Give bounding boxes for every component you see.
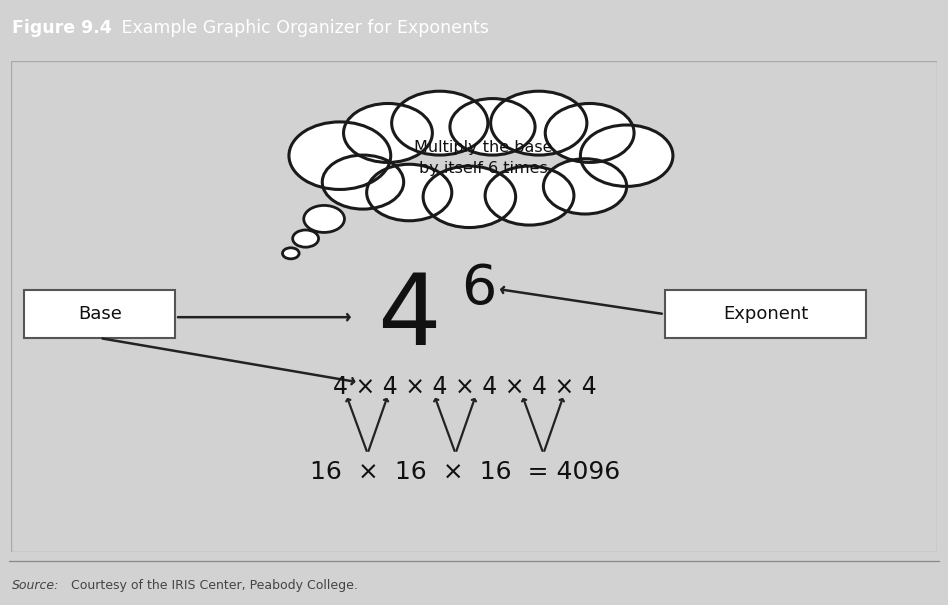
Circle shape <box>289 122 391 189</box>
Text: Source:: Source: <box>12 578 60 592</box>
Circle shape <box>283 248 300 259</box>
FancyBboxPatch shape <box>665 290 866 338</box>
Text: 6: 6 <box>461 262 497 316</box>
Circle shape <box>543 159 627 214</box>
Text: 4 × 4 × 4 × 4 × 4 × 4: 4 × 4 × 4 × 4 × 4 × 4 <box>333 375 596 399</box>
Circle shape <box>303 206 344 232</box>
Text: Figure 9.4: Figure 9.4 <box>12 19 112 37</box>
Text: Example Graphic Organizer for Exponents: Example Graphic Organizer for Exponents <box>105 19 489 37</box>
FancyBboxPatch shape <box>25 290 175 338</box>
Text: Multiply the base
by itself 6 times: Multiply the base by itself 6 times <box>414 140 553 175</box>
Text: 4: 4 <box>377 269 441 365</box>
Text: Base: Base <box>78 305 121 323</box>
Circle shape <box>580 125 673 186</box>
Circle shape <box>392 91 488 155</box>
Circle shape <box>491 91 587 155</box>
Circle shape <box>293 230 319 247</box>
Text: Exponent: Exponent <box>722 305 808 323</box>
Circle shape <box>485 166 574 225</box>
Circle shape <box>423 166 516 227</box>
Circle shape <box>450 99 535 155</box>
Text: 16  ×  16  ×  16  = 4096: 16 × 16 × 16 = 4096 <box>310 460 620 484</box>
Circle shape <box>322 155 404 209</box>
Circle shape <box>545 103 634 162</box>
Circle shape <box>367 165 452 221</box>
Text: Courtesy of the IRIS Center, Peabody College.: Courtesy of the IRIS Center, Peabody Col… <box>67 578 358 592</box>
Circle shape <box>343 103 432 162</box>
